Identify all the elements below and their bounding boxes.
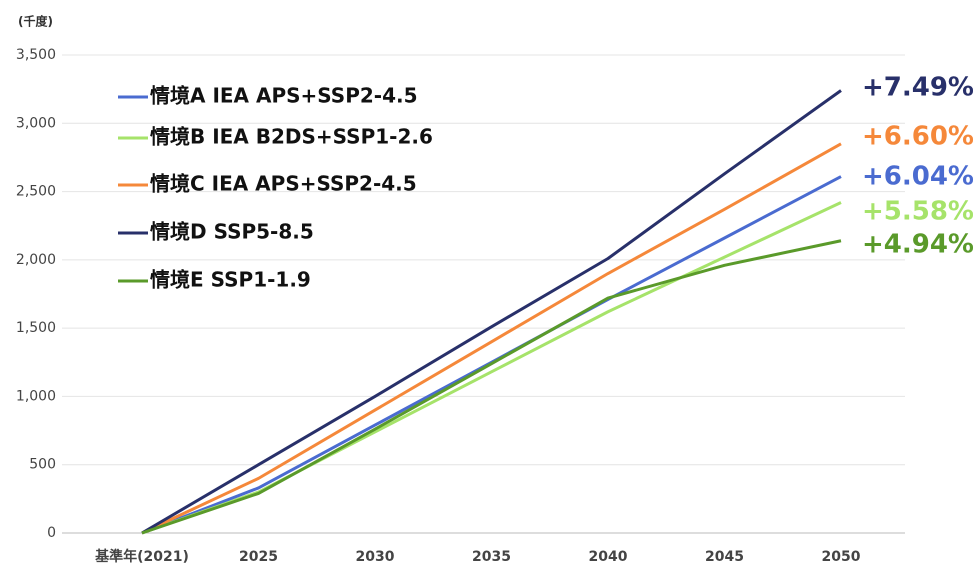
- x-tick-label: 2050: [822, 549, 861, 565]
- end-label: +4.94%: [862, 230, 973, 260]
- x-tick-label: 2045: [705, 549, 744, 565]
- x-tick-label: 2035: [472, 549, 511, 565]
- legend-label: 情境D SSP5-8.5: [150, 220, 314, 244]
- end-label: +6.60%: [862, 122, 973, 152]
- y-tick-label: 1,000: [16, 388, 56, 404]
- x-tick-label: 基準年(2021): [95, 548, 189, 565]
- legend-label: 情境C IEA APS+SSP2-4.5: [150, 172, 417, 196]
- y-tick-label: 2,500: [16, 184, 56, 200]
- y-tick-label: 3,500: [16, 47, 56, 63]
- end-label: +6.04%: [862, 162, 973, 192]
- series-line: [141, 142, 842, 535]
- y-tick-label: 500: [29, 457, 56, 473]
- series-line: [141, 239, 842, 535]
- series-line: [141, 89, 842, 535]
- legend-label: 情境B IEA B2DS+SSP1-2.6: [150, 125, 433, 149]
- y-axis-label: (千度): [18, 14, 53, 29]
- end-label: +7.49%: [862, 73, 973, 103]
- x-tick-label: 2040: [589, 549, 628, 565]
- y-tick-label: 3,000: [16, 115, 56, 131]
- y-tick-label: 1,500: [16, 320, 56, 336]
- x-tick-label: 2025: [239, 549, 278, 565]
- end-label: +5.58%: [862, 197, 973, 227]
- y-tick-label: 2,000: [16, 252, 56, 268]
- x-tick-label: 2030: [356, 549, 395, 565]
- y-tick-label: 0: [47, 525, 56, 541]
- legend-label: 情境A IEA APS+SSP2-4.5: [150, 84, 418, 108]
- legend-label: 情境E SSP1-1.9: [150, 268, 311, 292]
